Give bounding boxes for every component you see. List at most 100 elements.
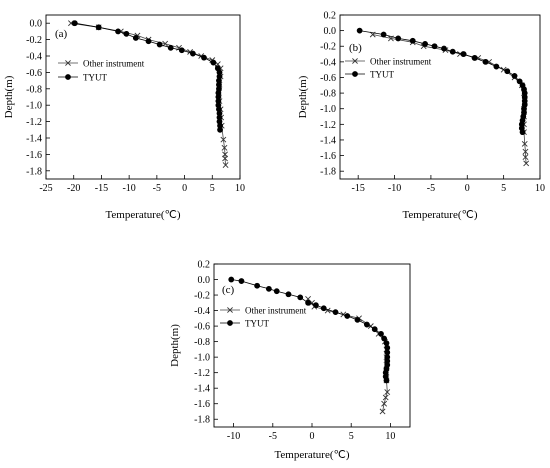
data-point-tyut xyxy=(145,38,152,45)
data-point-other xyxy=(522,148,529,155)
x-tick-label: -15 xyxy=(95,183,108,194)
data-point-tyut xyxy=(519,129,526,136)
y-tick-label: -1.2 xyxy=(194,368,210,379)
data-point-tyut xyxy=(409,37,416,44)
legend: Other instrument TYUT xyxy=(58,59,145,83)
data-point-tyut xyxy=(132,35,139,41)
y-tick-label: -0.2 xyxy=(26,35,42,46)
y-axis-label: Depth(m) xyxy=(3,75,15,118)
plot-frame xyxy=(45,14,241,180)
chart-panel: -25 -20 -15 -10 -5 0 5 10 0.0 -0.2 -0.4 -0.6 -0.8 -1.… xyxy=(3,14,245,221)
x-tick-label: -5 xyxy=(427,183,435,194)
data-point-tyut xyxy=(95,24,102,31)
series-line-tyut xyxy=(231,279,388,381)
y-tick-label: -1.8 xyxy=(320,167,336,178)
data-point-tyut xyxy=(320,305,327,312)
data-point-tyut xyxy=(189,50,196,57)
y-tick-label: 0.2 xyxy=(324,11,337,22)
y-tick-label: -0.2 xyxy=(320,42,336,53)
x-tick-label: -25 xyxy=(39,183,52,194)
y-tick-label: -0.4 xyxy=(26,52,42,63)
data-point-other xyxy=(523,160,530,167)
chart-panel: -15 -10 -5 0 5 10 0.2 0.0 -0.2 -0.4 -0.6 -0.8 -1.0 -1… xyxy=(297,11,545,222)
data-point-tyut xyxy=(422,40,428,47)
y-tick-label: -1.8 xyxy=(194,415,210,426)
x-axis-label: Temperature(℃) xyxy=(274,449,349,461)
legend-entry: TYUT xyxy=(370,70,394,80)
legend-entry: Other instrument xyxy=(83,59,145,69)
data-point-tyut xyxy=(431,43,438,50)
data-point-tyut xyxy=(305,299,311,306)
y-tick-label: 0.2 xyxy=(198,260,211,271)
data-point-tyut xyxy=(71,20,78,27)
data-point-other xyxy=(381,400,388,407)
series-line-other xyxy=(372,34,527,164)
data-point-tyut xyxy=(156,41,163,48)
y-tick-label: 0.0 xyxy=(30,19,43,30)
y-tick-label: -0.2 xyxy=(194,291,210,302)
data-point-tyut xyxy=(285,291,292,298)
plot-frame xyxy=(213,263,411,428)
x-axis-label: Temperature(℃) xyxy=(105,209,180,221)
x-tick-label: -10 xyxy=(227,431,240,442)
data-point-tyut xyxy=(238,278,245,284)
legend-marker xyxy=(352,58,358,64)
y-tick-label: -0.6 xyxy=(26,68,42,79)
legend-entry: Other instrument xyxy=(245,306,307,316)
data-point-tyut xyxy=(493,63,500,70)
data-point-tyut xyxy=(115,28,121,35)
data-point-tyut xyxy=(265,285,272,292)
chart-panel: -10 -5 0 5 10 0.2 0.0 -0.2 -0.4 -0.6 -0.8 -1.0 -1.2 -… xyxy=(169,260,411,461)
legend-entry: Other instrument xyxy=(370,57,432,67)
data-point-tyut xyxy=(217,126,223,133)
y-tick-label: -1.0 xyxy=(26,101,42,112)
data-point-tyut xyxy=(123,30,130,37)
y-tick-label: 0.0 xyxy=(198,275,211,286)
data-point-tyut xyxy=(356,27,363,34)
y-tick-label: -1.4 xyxy=(194,384,210,395)
x-tick-label: 5 xyxy=(349,431,354,442)
series-line-tyut xyxy=(359,30,526,133)
legend-marker xyxy=(65,74,71,80)
data-point-other xyxy=(379,408,386,415)
y-tick-label: -1.2 xyxy=(26,117,42,128)
legend-entry: TYUT xyxy=(83,73,107,83)
data-point-tyut xyxy=(363,321,370,328)
data-point-tyut xyxy=(254,282,261,289)
y-tick-label: -0.4 xyxy=(320,57,336,68)
data-point-tyut xyxy=(381,335,388,342)
data-point-tyut xyxy=(504,68,511,75)
x-tick-label: 10 xyxy=(385,431,395,442)
x-tick-label: -5 xyxy=(153,183,161,194)
panel-label: (b) xyxy=(349,42,362,54)
panel-label: (c) xyxy=(222,284,235,296)
y-tick-label: -1.2 xyxy=(320,120,336,131)
data-point-tyut xyxy=(395,35,402,42)
data-point-other xyxy=(382,394,389,401)
data-point-tyut xyxy=(383,340,390,347)
legend: Other instrument TYUT xyxy=(220,306,307,329)
data-point-tyut xyxy=(441,45,447,52)
data-point-tyut xyxy=(471,55,478,61)
data-point-other xyxy=(220,136,227,143)
y-tick-label: -1.6 xyxy=(320,151,336,162)
y-axis-label: Depth(m) xyxy=(169,324,181,367)
data-point-other xyxy=(522,154,529,161)
data-point-tyut xyxy=(371,326,378,333)
data-point-tyut xyxy=(344,313,351,319)
y-tick-label: -0.8 xyxy=(320,89,336,100)
x-tick-label: -5 xyxy=(269,431,277,442)
data-point-tyut xyxy=(228,276,235,283)
data-point-tyut xyxy=(511,73,518,79)
y-tick-label: -0.6 xyxy=(194,322,210,333)
y-tick-label: -1.0 xyxy=(320,104,336,115)
data-point-tyut xyxy=(297,294,304,301)
x-axis-label: Temperature(℃) xyxy=(402,209,477,221)
legend-marker xyxy=(227,320,233,326)
y-tick-label: -1.0 xyxy=(194,353,210,364)
data-point-tyut xyxy=(378,330,384,337)
data-point-tyut xyxy=(460,51,467,57)
data-point-other xyxy=(384,389,391,395)
y-tick-label: -0.4 xyxy=(194,306,210,317)
